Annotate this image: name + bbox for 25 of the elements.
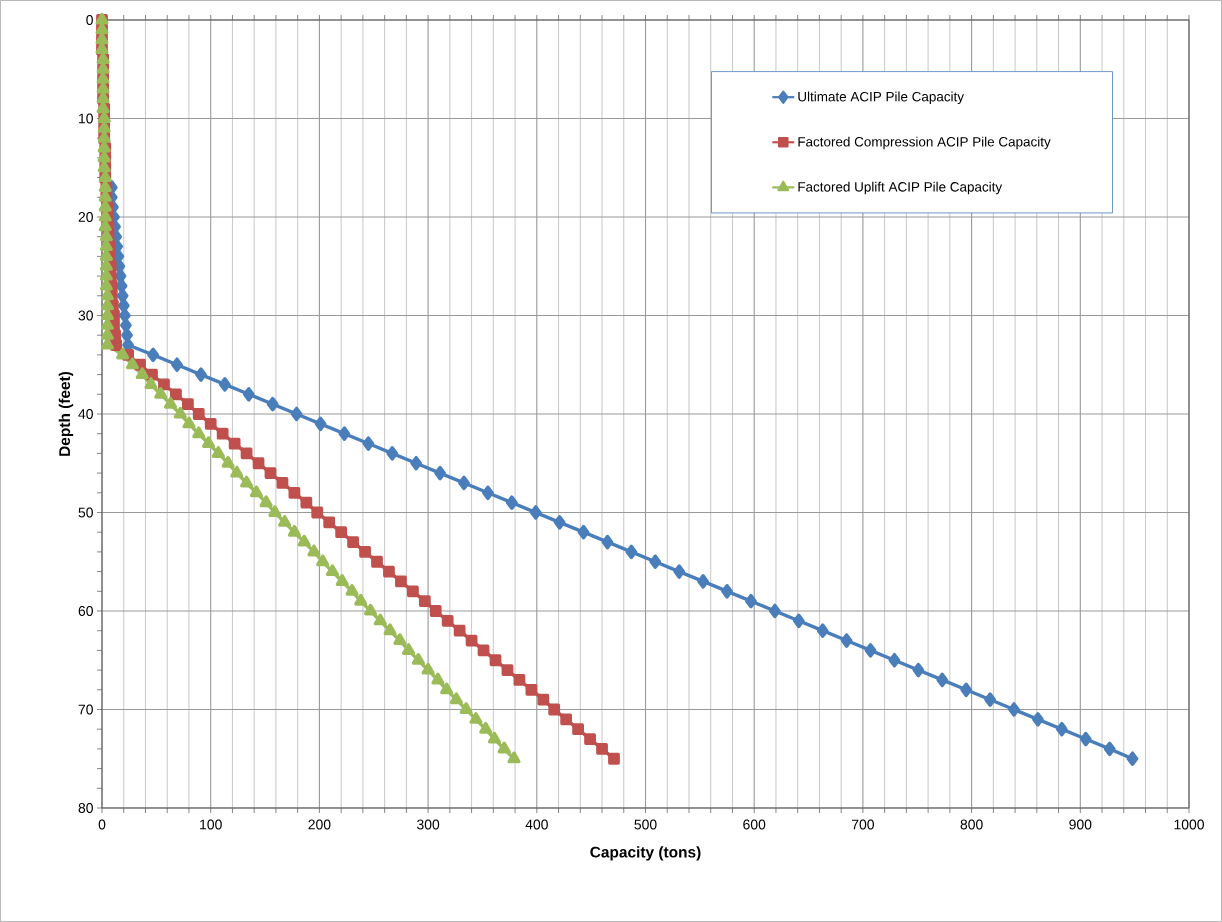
x-tick-label: 900 <box>1069 819 1092 830</box>
y-tick-label: 0 <box>86 15 93 25</box>
x-tick-label: 400 <box>525 819 548 830</box>
x-tick-label: 600 <box>743 819 766 830</box>
y-tick-label: 60 <box>78 606 93 616</box>
y-tick-label: 30 <box>78 310 93 321</box>
y-tick-label: 10 <box>79 113 93 124</box>
x-tick-label: 200 <box>308 819 331 830</box>
y-tick-label: 20 <box>78 212 93 222</box>
legend-label: Ultimate ACIP Pile Capacity <box>798 91 964 105</box>
y-tick-label: 70 <box>78 704 93 715</box>
y-tick-label: 80 <box>78 803 93 813</box>
legend-label: Factored Compression ACIP Pile Capacity <box>798 136 1051 150</box>
x-tick-label: 1000 <box>1174 819 1204 830</box>
y-axis-title: Depth (feet) <box>58 371 74 456</box>
x-tick-label: 700 <box>851 819 874 830</box>
x-tick-label: 800 <box>960 819 983 830</box>
y-tick-label: 50 <box>78 507 93 518</box>
x-axis-title: Capacity (tons) <box>590 846 701 861</box>
x-tick-label: 500 <box>634 819 657 830</box>
y-tick-label: 40 <box>78 409 93 419</box>
x-tick-label: 0 <box>98 819 106 830</box>
x-tick-label: 100 <box>200 819 222 830</box>
x-tick-label: 300 <box>417 819 440 830</box>
legend-label: Factored Uplift ACIP Pile Capacity <box>798 181 1003 195</box>
